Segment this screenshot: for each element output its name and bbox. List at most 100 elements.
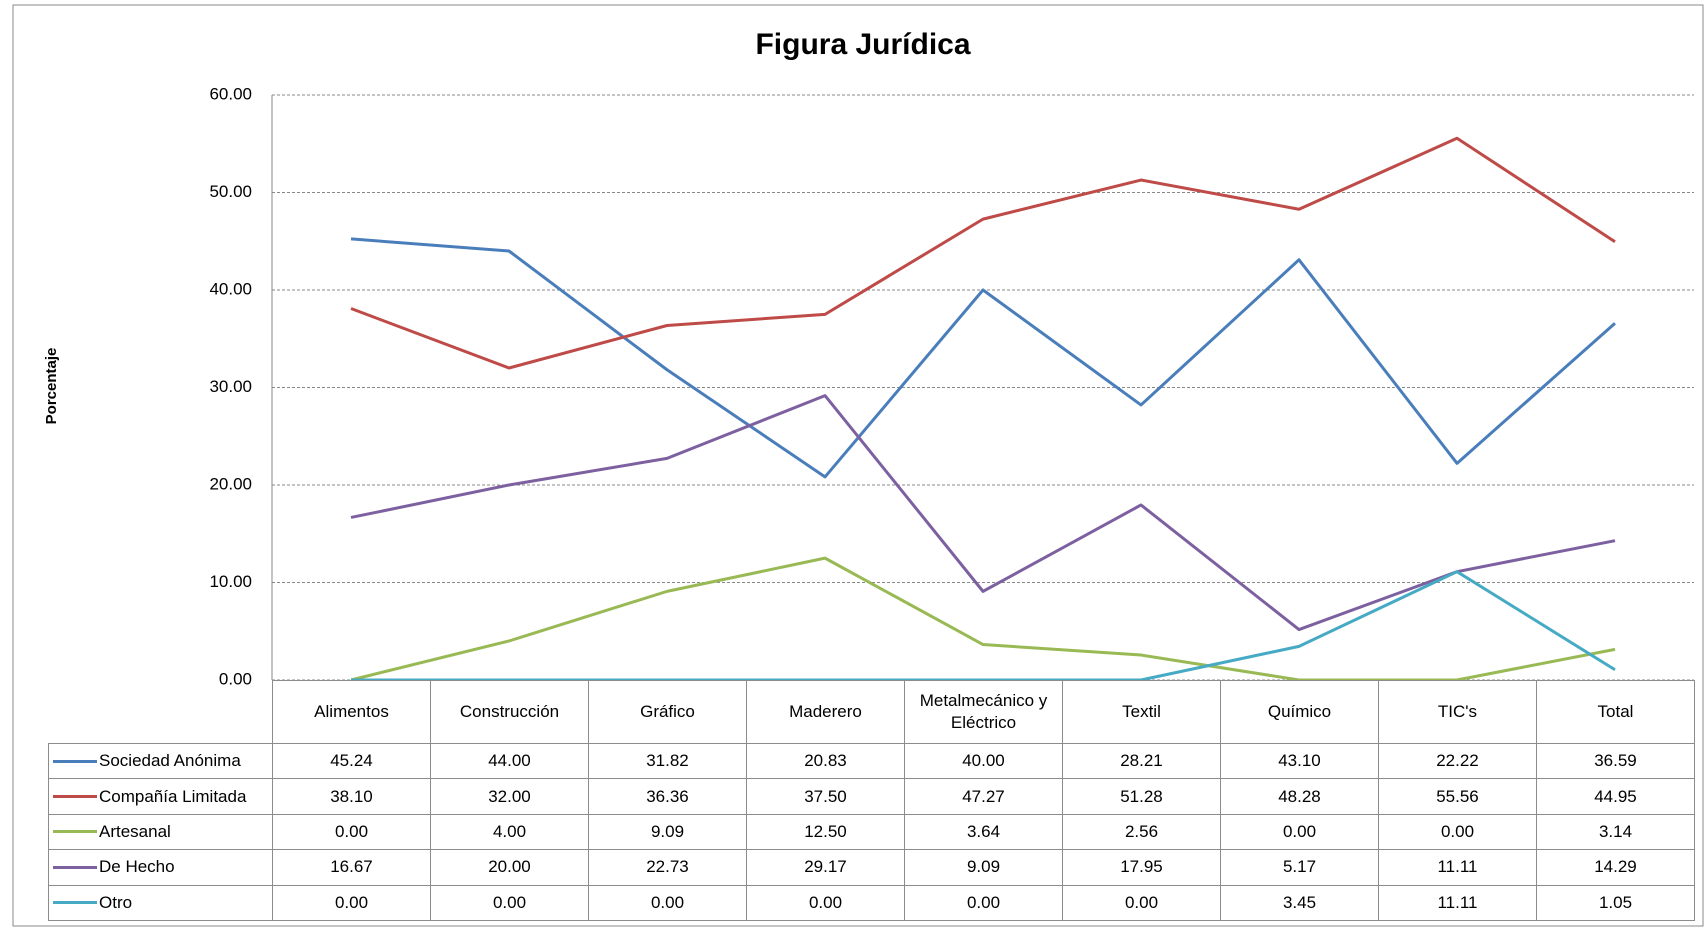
table-value-text: 9.09 bbox=[650, 821, 685, 841]
table-value: 16.67 bbox=[272, 849, 431, 886]
table-value: 44.95 bbox=[1536, 778, 1695, 815]
table-value: 28.21 bbox=[1062, 743, 1221, 780]
series-line bbox=[350, 394, 1616, 632]
legend-label: Sociedad Anónima bbox=[99, 751, 241, 771]
table-value-text: 31.82 bbox=[646, 751, 689, 771]
chart-title: Figura Jurídica bbox=[755, 28, 970, 61]
table-category-text: Químico bbox=[1267, 702, 1332, 721]
table-value-text: 32.00 bbox=[488, 786, 531, 806]
table-value-text: 0.00 bbox=[334, 821, 369, 841]
table-value: 22.73 bbox=[588, 849, 747, 886]
table-value-text: 0.00 bbox=[492, 892, 527, 912]
series-line bbox=[350, 237, 1616, 479]
table-value-text: 16.67 bbox=[330, 857, 373, 877]
series-line bbox=[351, 570, 1616, 682]
table-value-text: 0.00 bbox=[966, 892, 1001, 912]
table-category: Químico bbox=[1220, 680, 1379, 744]
table-category: Metalmecánico y Eléctrico bbox=[904, 680, 1063, 744]
table-value: 0.00 bbox=[1378, 813, 1537, 851]
table-value: 14.29 bbox=[1536, 849, 1695, 886]
table-row-header: De Hecho bbox=[48, 849, 273, 886]
table-value-text: 0.00 bbox=[650, 892, 685, 912]
table-value-text: 28.21 bbox=[1120, 751, 1163, 771]
y-axis-label: Porcentaje bbox=[43, 348, 60, 425]
table-value-text: 51.28 bbox=[1120, 786, 1163, 806]
table-value-text: 9.09 bbox=[966, 857, 1001, 877]
table-value: 9.09 bbox=[588, 813, 747, 851]
table-value-text: 4.00 bbox=[492, 821, 527, 841]
table-value: 9.09 bbox=[904, 849, 1063, 886]
table-category-text: TIC's bbox=[1437, 702, 1478, 721]
table-value: 47.27 bbox=[904, 778, 1063, 815]
table-value-text: 0.00 bbox=[1282, 821, 1317, 841]
table-value: 45.24 bbox=[272, 743, 431, 780]
table-category: Gráfico bbox=[588, 680, 747, 744]
table-value-text: 22.73 bbox=[646, 857, 689, 877]
table-value: 55.56 bbox=[1378, 778, 1537, 815]
table-category: Alimentos bbox=[272, 680, 431, 744]
table-category: Total bbox=[1536, 680, 1695, 744]
y-tick-label: 50.00 bbox=[209, 182, 252, 201]
table-category-text: Maderero bbox=[789, 702, 862, 721]
table-row-header: Compañía Limitada bbox=[48, 778, 273, 815]
table-row-header: Sociedad Anónima bbox=[48, 743, 273, 780]
table-category-text: Gráfico bbox=[640, 702, 695, 721]
legend-key bbox=[53, 865, 97, 869]
table-value-text: 36.59 bbox=[1594, 751, 1637, 771]
table-value: 40.00 bbox=[904, 743, 1063, 780]
table-value: 43.10 bbox=[1220, 743, 1379, 780]
table-value-text: 0.00 bbox=[808, 892, 843, 912]
legend-key bbox=[53, 795, 97, 799]
table-value-text: 37.50 bbox=[804, 786, 847, 806]
table-value: 2.56 bbox=[1062, 813, 1221, 851]
table-value-text: 0.00 bbox=[1124, 892, 1159, 912]
table-value-text: 14.29 bbox=[1594, 857, 1637, 877]
table-value: 20.00 bbox=[430, 849, 589, 886]
table-value: 17.95 bbox=[1062, 849, 1221, 886]
table-value-text: 5.17 bbox=[1282, 857, 1317, 877]
table-value-text: 43.10 bbox=[1278, 751, 1321, 771]
table-value: 44.00 bbox=[430, 743, 589, 780]
table-value-text: 45.24 bbox=[330, 751, 373, 771]
table-value: 11.11 bbox=[1378, 849, 1537, 886]
y-tick-label: 20.00 bbox=[209, 474, 252, 493]
table-value-text: 40.00 bbox=[962, 751, 1005, 771]
table-value: 38.10 bbox=[272, 778, 431, 815]
table-value: 0.00 bbox=[904, 884, 1063, 921]
table-value-text: 2.56 bbox=[1124, 821, 1159, 841]
table-value-text: 0.00 bbox=[334, 892, 369, 912]
table-value-text: 1.05 bbox=[1598, 892, 1633, 912]
table-value-text: 47.27 bbox=[962, 786, 1005, 806]
table-value: 0.00 bbox=[1062, 884, 1221, 921]
table-value-text: 3.14 bbox=[1598, 821, 1633, 841]
table-value: 22.22 bbox=[1378, 743, 1537, 780]
legend-label: Artesanal bbox=[99, 821, 171, 841]
table-category: Construcción bbox=[430, 680, 589, 744]
table-value: 32.00 bbox=[430, 778, 589, 815]
table-value: 3.64 bbox=[904, 813, 1063, 851]
table-value-text: 0.00 bbox=[1440, 821, 1475, 841]
table-category: Textil bbox=[1062, 680, 1221, 744]
table-value: 48.28 bbox=[1220, 778, 1379, 815]
table-value: 3.45 bbox=[1220, 884, 1379, 921]
table-value-text: 55.56 bbox=[1436, 786, 1479, 806]
table-value-text: 3.45 bbox=[1282, 892, 1317, 912]
table-value: 3.14 bbox=[1536, 813, 1695, 851]
table-value-text: 11.11 bbox=[1437, 857, 1478, 877]
table-value-text: 12.50 bbox=[804, 821, 847, 841]
table-value: 5.17 bbox=[1220, 849, 1379, 886]
table-value-text: 38.10 bbox=[330, 786, 373, 806]
table-value: 0.00 bbox=[272, 884, 431, 921]
table-row-header: Otro bbox=[48, 884, 273, 921]
y-tick-label: 0.00 bbox=[219, 669, 252, 688]
table-category-text: Textil bbox=[1122, 702, 1161, 721]
legend-key bbox=[53, 759, 97, 763]
table-row-header: Artesanal bbox=[48, 813, 273, 851]
table-value-text: 44.95 bbox=[1594, 786, 1637, 806]
table-value-text: 11.11 bbox=[1437, 892, 1478, 912]
y-tick-label: 10.00 bbox=[209, 572, 252, 591]
table-value: 51.28 bbox=[1062, 778, 1221, 815]
table-value: 0.00 bbox=[272, 813, 431, 851]
table-value: 31.82 bbox=[588, 743, 747, 780]
